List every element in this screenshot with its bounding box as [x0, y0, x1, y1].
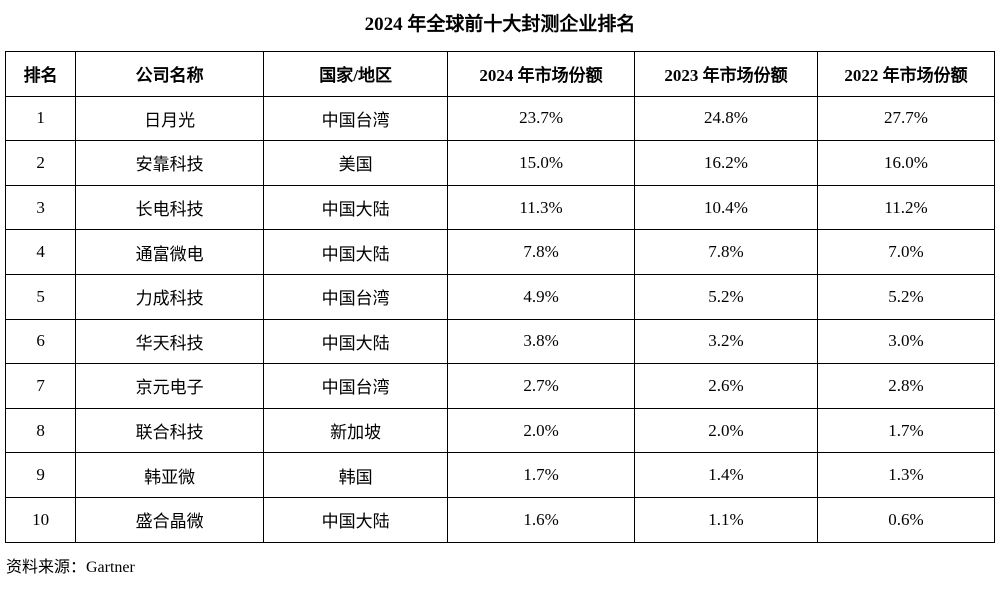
rank-cell: 5	[4, 273, 77, 320]
share-cell: 1.7%	[816, 407, 996, 454]
table-header-cell: 2022 年市场份额	[816, 51, 996, 97]
rank-cell: 9	[4, 452, 77, 498]
share-cell: 1.4%	[633, 452, 818, 498]
company-cell: 通富微电	[75, 229, 265, 275]
rank-cell: 7	[4, 363, 77, 409]
share-cell: 4.9%	[447, 273, 635, 320]
company-cell: 日月光	[75, 95, 265, 142]
company-cell: 力成科技	[75, 273, 265, 320]
share-cell: 16.0%	[816, 140, 996, 186]
table-row: 8 联合科技 新加坡 2.0% 2.0% 1.7%	[4, 407, 996, 454]
table-row: 6 华天科技 中国大陆 3.8% 3.2% 3.0%	[4, 318, 996, 365]
table-row: 3 长电科技 中国大陆 11.3% 10.4% 11.2%	[4, 184, 996, 231]
share-cell: 27.7%	[816, 95, 996, 142]
page: { "title": "2024 年全球前十大封测企业排名", "source_…	[0, 12, 1000, 603]
region-cell: 中国台湾	[263, 95, 449, 142]
table-header-cell: 2024 年市场份额	[447, 51, 635, 97]
share-cell: 3.0%	[816, 318, 996, 365]
rank-cell: 2	[4, 140, 77, 186]
source-note: 资料来源：Gartner	[6, 558, 135, 576]
table-row: 10 盛合晶微 中国大陆 1.6% 1.1% 0.6%	[4, 496, 996, 543]
share-cell: 1.3%	[816, 452, 996, 498]
share-cell: 24.8%	[633, 95, 818, 142]
company-cell: 盛合晶微	[75, 496, 265, 543]
share-cell: 11.2%	[816, 184, 996, 231]
share-cell: 5.2%	[816, 273, 996, 320]
share-cell: 1.6%	[447, 496, 635, 543]
table-row: 9 韩亚微 韩国 1.7% 1.4% 1.3%	[4, 452, 996, 498]
table-header-cell: 排名	[4, 51, 77, 97]
share-cell: 3.8%	[447, 318, 635, 365]
company-cell: 京元电子	[75, 363, 265, 409]
region-cell: 中国台湾	[263, 273, 449, 320]
table-row: 7 京元电子 中国台湾 2.7% 2.6% 2.8%	[4, 363, 996, 409]
company-cell: 华天科技	[75, 318, 265, 365]
table-row: 5 力成科技 中国台湾 4.9% 5.2% 5.2%	[4, 273, 996, 320]
share-cell: 3.2%	[633, 318, 818, 365]
share-cell: 2.0%	[633, 407, 818, 454]
rank-cell: 4	[4, 229, 77, 275]
region-cell: 中国大陆	[263, 229, 449, 275]
share-cell: 1.7%	[447, 452, 635, 498]
company-cell: 安靠科技	[75, 140, 265, 186]
share-cell: 7.0%	[816, 229, 996, 275]
share-cell: 2.6%	[633, 363, 818, 409]
page-title: 2024 年全球前十大封测企业排名	[364, 14, 636, 35]
company-cell: 长电科技	[75, 184, 265, 231]
share-cell: 23.7%	[447, 95, 635, 142]
rank-cell: 3	[4, 184, 77, 231]
region-cell: 新加坡	[263, 407, 449, 454]
share-cell: 2.7%	[447, 363, 635, 409]
share-cell: 2.0%	[447, 407, 635, 454]
region-cell: 中国大陆	[263, 496, 449, 543]
table-header-cell: 公司名称	[75, 51, 265, 97]
table-header-cell: 2023 年市场份额	[633, 51, 818, 97]
share-cell: 11.3%	[447, 184, 635, 231]
table-row: 4 通富微电 中国大陆 7.8% 7.8% 7.0%	[4, 229, 996, 275]
document-page: 2024 年全球前十大封测企业排名 排名 公司名称 国家/地区 2024 年市场份额 2…	[0, 12, 1000, 579]
region-cell: 美国	[263, 140, 449, 186]
share-cell: 1.1%	[633, 496, 818, 543]
region-cell: 韩国	[263, 452, 449, 498]
rank-cell: 6	[4, 318, 77, 365]
share-cell: 7.8%	[447, 229, 635, 275]
region-cell: 中国大陆	[263, 318, 449, 365]
share-cell: 10.4%	[633, 184, 818, 231]
share-cell: 0.6%	[816, 496, 996, 543]
table-row: 2 安靠科技 美国 15.0% 16.2% 16.0%	[4, 140, 996, 186]
company-cell: 韩亚微	[75, 452, 265, 498]
share-cell: 5.2%	[633, 273, 818, 320]
table-row: 1 日月光 中国台湾 23.7% 24.8% 27.7%	[4, 95, 996, 142]
company-cell: 联合科技	[75, 407, 265, 454]
region-cell: 中国大陆	[263, 184, 449, 231]
rank-cell: 10	[4, 496, 77, 543]
table-header-row: 排名 公司名称 国家/地区 2024 年市场份额 2023 年市场份额 2022 年市场份…	[4, 51, 996, 97]
table-header-cell: 国家/地区	[263, 51, 449, 97]
region-cell: 中国台湾	[263, 363, 449, 409]
share-cell: 16.2%	[633, 140, 818, 186]
share-cell: 15.0%	[447, 140, 635, 186]
share-cell: 7.8%	[633, 229, 818, 275]
rank-cell: 8	[4, 407, 77, 454]
share-cell: 2.8%	[816, 363, 996, 409]
rank-cell: 1	[4, 95, 77, 142]
ranking-table: 排名 公司名称 国家/地区 2024 年市场份额 2023 年市场份额 2022 年市场份…	[4, 51, 996, 543]
